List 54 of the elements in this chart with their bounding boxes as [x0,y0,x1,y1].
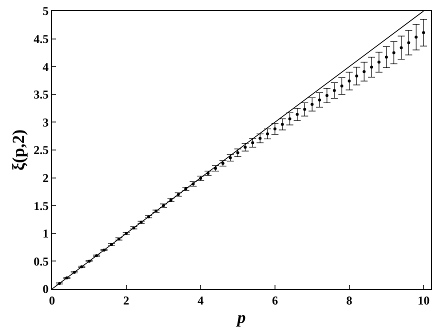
point [355,74,358,78]
y-tick-label: 0.5 [34,254,49,268]
point [88,260,91,263]
point [296,112,299,116]
point [400,46,403,50]
point [147,215,150,218]
point [65,276,68,280]
point [384,56,388,59]
y-tick-label: 4 [42,60,49,74]
y-tick-label: 2.5 [34,143,49,158]
point [132,226,136,230]
point [325,94,328,98]
y-tick-label: 0 [42,282,49,296]
point [72,270,76,274]
point [362,70,366,74]
point [95,254,98,258]
y-tick-label: 3.5 [34,88,49,102]
point [340,84,344,88]
point [80,265,84,268]
x-axis-title: p [235,308,246,327]
y-tick-label: 1 [42,226,49,241]
point [407,41,410,44]
point [58,282,61,285]
point [370,66,374,69]
point [288,117,292,120]
point [377,60,380,64]
point [184,187,188,190]
y-tick-label: 4.5 [34,32,49,46]
point [348,80,351,83]
point [310,102,314,106]
x-tick-label: 4 [198,293,204,308]
x-tick-label: 2 [123,293,130,308]
y-tick-label: 2 [42,171,49,185]
point [318,98,322,102]
y-tick-label: 3 [42,115,49,130]
y-axis-title: ξ(p,2) [9,129,28,171]
x-tick-label: 6 [272,293,278,308]
point [176,192,180,196]
point [303,108,306,111]
point [332,89,336,92]
point [169,198,172,202]
point [140,220,143,224]
point [422,31,426,34]
point [392,51,396,54]
x-tick-label: 8 [346,293,352,308]
point [124,232,128,235]
point [162,204,165,208]
point [110,243,113,246]
y-tick-label: 1.5 [34,198,49,213]
x-tick-label: 10 [418,293,430,308]
point [154,210,158,213]
point [102,248,106,252]
y-tick-label: 5 [42,4,49,18]
point [414,36,418,39]
